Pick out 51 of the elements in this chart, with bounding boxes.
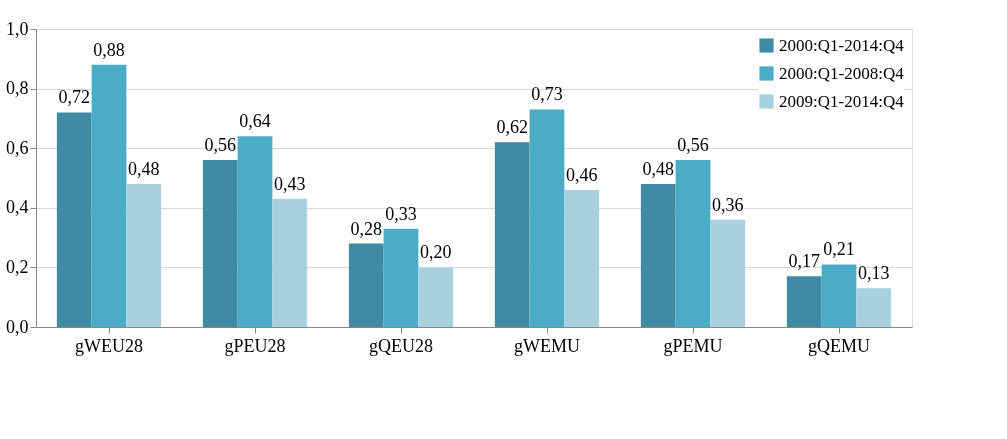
text: 0,64 bbox=[239, 111, 271, 132]
text: 0,43 bbox=[274, 173, 306, 194]
bar bbox=[56, 112, 92, 327]
text: 0,46 bbox=[566, 164, 598, 185]
bar bbox=[202, 160, 238, 327]
x-tick-label: gWEU28 bbox=[75, 335, 143, 356]
text: 0,72 bbox=[58, 87, 90, 108]
text: 0,56 bbox=[204, 135, 236, 156]
bar bbox=[418, 267, 454, 327]
x-tick-label: gQEMU bbox=[808, 335, 870, 356]
bar bbox=[856, 288, 892, 327]
bar bbox=[348, 243, 384, 327]
x-tick-label: gPEMU bbox=[663, 335, 723, 356]
bar bbox=[640, 183, 676, 327]
x-tick-label: gWEMU bbox=[514, 335, 580, 356]
text: 0,21 bbox=[823, 239, 855, 260]
bar bbox=[675, 160, 711, 327]
bar bbox=[710, 219, 746, 327]
bar bbox=[91, 64, 127, 327]
y-tick-label: 0,2 bbox=[6, 256, 29, 277]
bar bbox=[786, 276, 822, 327]
legend-label: 2000:Q1-2014:Q4 bbox=[779, 35, 905, 55]
text: 0,56 bbox=[677, 135, 709, 156]
x-tick-label: gPEU28 bbox=[224, 335, 286, 356]
bar bbox=[272, 198, 308, 327]
bar bbox=[564, 189, 600, 327]
y-tick-label: 0,0 bbox=[6, 316, 29, 337]
y-tick-label: 1,0 bbox=[6, 18, 29, 39]
text: 0,88 bbox=[93, 39, 125, 60]
text: 0,20 bbox=[420, 242, 452, 263]
bar bbox=[126, 183, 162, 327]
bar bbox=[494, 142, 530, 327]
y-tick-label: 0,4 bbox=[6, 197, 29, 218]
text: 0,48 bbox=[642, 158, 674, 179]
text: 0,13 bbox=[858, 263, 890, 284]
legend-label: 2009:Q1-2014:Q4 bbox=[779, 91, 905, 111]
text: 0,36 bbox=[712, 194, 744, 215]
text: 0,28 bbox=[350, 218, 382, 239]
y-tick-label: 0,6 bbox=[6, 137, 29, 158]
text: 0,62 bbox=[496, 117, 528, 138]
text: 0,73 bbox=[531, 84, 563, 105]
y-tick-label: 0,8 bbox=[6, 78, 29, 99]
text: 0,48 bbox=[128, 158, 160, 179]
text: 0,33 bbox=[385, 203, 417, 224]
bar bbox=[529, 109, 565, 327]
bar bbox=[383, 228, 419, 327]
bar bbox=[821, 264, 857, 327]
bar bbox=[237, 136, 273, 327]
x-tick-label: gQEU28 bbox=[369, 335, 433, 356]
text: 0,17 bbox=[788, 251, 820, 272]
legend-label: 2000:Q1-2008:Q4 bbox=[779, 63, 905, 83]
